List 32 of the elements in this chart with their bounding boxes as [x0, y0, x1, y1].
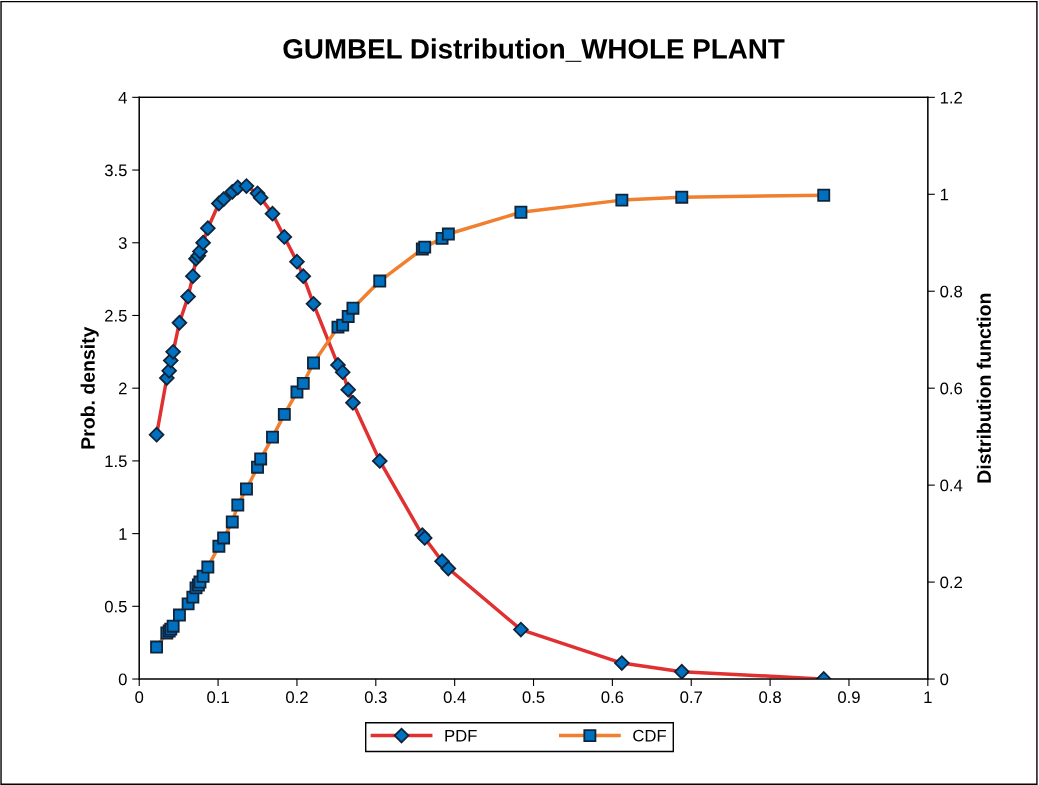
y-tick-label: 2 [118, 382, 127, 395]
y-tick-label: 1.5 [105, 455, 127, 468]
y2-tick-label: 0.8 [940, 285, 963, 298]
y2-tick-label: 0.6 [940, 382, 963, 395]
y-tick-label: 2.5 [105, 309, 127, 322]
y-tick-label: 0 [118, 673, 127, 686]
x-tick-label: 0.5 [522, 691, 545, 704]
x-tick-label: 0 [135, 691, 144, 704]
x-tick-label: 1 [924, 691, 932, 703]
x-tick-label: 0.6 [601, 691, 624, 704]
y2-axis-title: Distribution function [976, 293, 991, 483]
y-tick-label: 3.5 [104, 164, 127, 177]
y2-tick-label: 0.4 [940, 479, 963, 492]
y-tick-label: 4 [118, 91, 127, 104]
x-tick-label: 0.9 [838, 691, 860, 704]
y-tick-label: 1 [119, 528, 127, 540]
y2-tick-label: 0.2 [940, 576, 962, 589]
x-tick-label: 0.2 [286, 691, 308, 704]
legend-label: PDF [445, 729, 477, 742]
legend-label: CDF [633, 729, 666, 742]
y2-tick-label: 1 [940, 188, 949, 201]
x-tick-label: 0.1 [207, 691, 229, 704]
y-tick-label: 0.5 [104, 600, 127, 613]
chart-title: GUMBEL Distribution_WHOLE PLANT [283, 38, 785, 62]
y-tick-label: 3 [118, 237, 127, 249]
y-axis-title: Prob. density [80, 326, 99, 449]
x-tick-label: 0.8 [759, 691, 781, 704]
x-tick-label: 0.7 [680, 691, 702, 704]
x-tick-label: 0.3 [364, 691, 387, 704]
y2-tick-label: 0 [940, 673, 949, 686]
y2-tick-label: 1.2 [940, 91, 962, 104]
x-tick-label: 0.4 [443, 691, 466, 704]
